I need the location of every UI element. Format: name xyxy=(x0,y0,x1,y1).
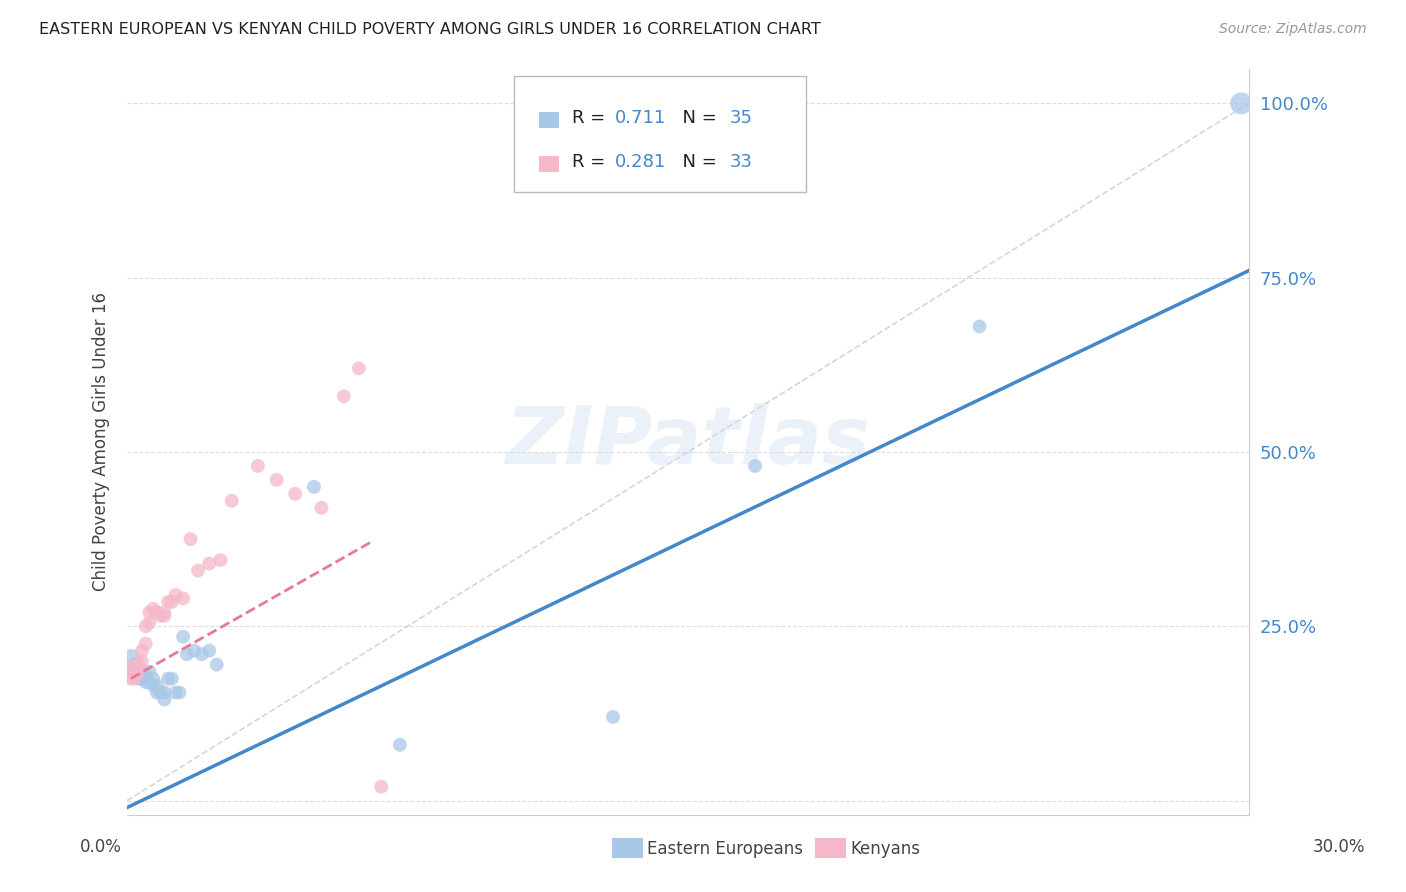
Text: ZIPatlas: ZIPatlas xyxy=(505,402,870,481)
Text: N =: N = xyxy=(671,153,723,171)
Point xyxy=(153,606,176,620)
Point xyxy=(183,643,205,657)
Text: Source: ZipAtlas.com: Source: ZipAtlas.com xyxy=(1219,22,1367,37)
Point xyxy=(135,668,157,682)
Point xyxy=(205,657,228,672)
Point xyxy=(266,473,288,487)
Y-axis label: Child Poverty Among Girls Under 16: Child Poverty Among Girls Under 16 xyxy=(93,292,110,591)
Text: 30.0%: 30.0% xyxy=(1312,838,1365,856)
Point xyxy=(176,647,198,661)
Text: R =: R = xyxy=(572,153,612,171)
Point xyxy=(160,672,183,686)
Point xyxy=(127,665,149,679)
Point xyxy=(142,679,165,693)
Point xyxy=(333,389,356,403)
Point xyxy=(138,665,160,679)
Point xyxy=(135,619,157,633)
Point xyxy=(142,672,165,686)
Point xyxy=(302,480,325,494)
Point xyxy=(284,487,307,501)
Text: N =: N = xyxy=(671,109,723,127)
Point xyxy=(135,637,157,651)
Point xyxy=(120,654,142,668)
Point xyxy=(124,657,146,672)
Point xyxy=(172,630,194,644)
Text: Kenyans: Kenyans xyxy=(851,840,921,858)
Point xyxy=(131,654,153,668)
Text: R =: R = xyxy=(572,109,612,127)
Point xyxy=(311,500,333,515)
Point xyxy=(131,665,153,679)
Point xyxy=(969,319,991,334)
Point xyxy=(138,606,160,620)
Text: 0.281: 0.281 xyxy=(614,153,666,171)
Point xyxy=(157,672,180,686)
Point xyxy=(127,672,149,686)
Point xyxy=(172,591,194,606)
Point xyxy=(198,643,221,657)
Point xyxy=(602,710,624,724)
Point xyxy=(149,608,172,623)
Point xyxy=(180,532,202,546)
Point xyxy=(160,595,183,609)
Point xyxy=(131,672,153,686)
Point xyxy=(370,780,392,794)
Point xyxy=(157,595,180,609)
FancyBboxPatch shape xyxy=(538,112,558,128)
Text: 0.711: 0.711 xyxy=(614,109,666,127)
Point xyxy=(120,665,142,679)
Text: Eastern Europeans: Eastern Europeans xyxy=(647,840,803,858)
Point xyxy=(127,657,149,672)
Point xyxy=(146,606,169,620)
Point xyxy=(149,685,172,699)
FancyBboxPatch shape xyxy=(515,76,806,192)
Point xyxy=(120,672,142,686)
Point xyxy=(347,361,370,376)
Point xyxy=(120,665,142,679)
Point xyxy=(135,675,157,690)
FancyBboxPatch shape xyxy=(538,156,558,172)
Point xyxy=(124,665,146,679)
Point xyxy=(744,458,766,473)
Point xyxy=(169,685,191,699)
Point xyxy=(246,458,269,473)
Point xyxy=(146,679,169,693)
Text: 0.0%: 0.0% xyxy=(80,838,122,856)
Text: 35: 35 xyxy=(730,109,752,127)
Point xyxy=(153,685,176,699)
Point xyxy=(124,672,146,686)
Point xyxy=(165,685,187,699)
Point xyxy=(209,553,232,567)
Point xyxy=(138,615,160,630)
Point xyxy=(191,647,214,661)
Point xyxy=(131,643,153,657)
Point xyxy=(138,675,160,690)
Point xyxy=(388,738,411,752)
Point xyxy=(1230,96,1253,111)
Point xyxy=(165,588,187,602)
Point xyxy=(153,608,176,623)
Point xyxy=(187,564,209,578)
Point xyxy=(146,685,169,699)
Text: EASTERN EUROPEAN VS KENYAN CHILD POVERTY AMONG GIRLS UNDER 16 CORRELATION CHART: EASTERN EUROPEAN VS KENYAN CHILD POVERTY… xyxy=(39,22,821,37)
Point xyxy=(221,493,243,508)
Point xyxy=(153,692,176,706)
Text: 33: 33 xyxy=(730,153,752,171)
Point xyxy=(198,557,221,571)
Point xyxy=(124,668,146,682)
Point xyxy=(142,602,165,616)
Point xyxy=(127,665,149,679)
